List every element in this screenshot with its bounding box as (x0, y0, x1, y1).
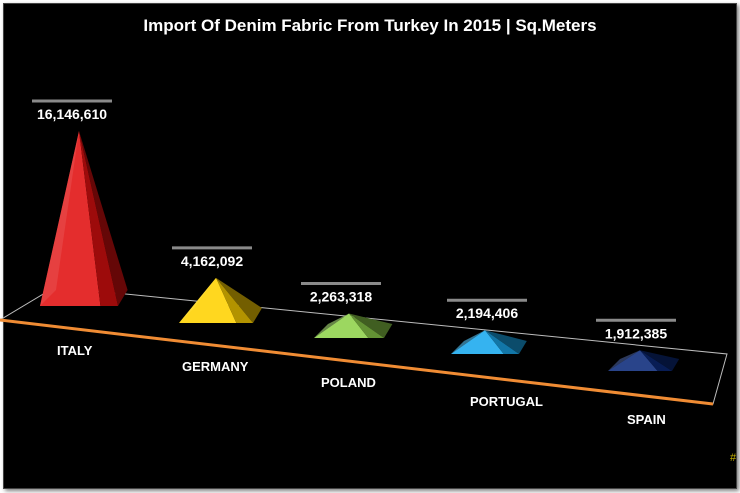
data-label: 2,194,406 (456, 305, 518, 321)
data-label: 2,263,318 (310, 288, 372, 304)
pyramid-highlight (179, 277, 216, 323)
category-label: SPAIN (627, 412, 666, 427)
pyramid-left-face (451, 330, 504, 354)
category-label: ITALY (57, 343, 93, 358)
chart-frame (3, 3, 737, 489)
category-label: POLAND (321, 375, 376, 390)
pyramid-right-face (485, 330, 519, 354)
pyramid-highlight (608, 350, 640, 371)
pyramid-highlight (451, 330, 485, 354)
pyramid-back-face (640, 350, 680, 371)
data-label: 4,162,092 (181, 253, 243, 269)
chart-floor-front-edge (0, 318, 714, 406)
pyramid-left-face (314, 313, 369, 338)
pyramid-left-face (608, 350, 658, 371)
pyramid-right-face (349, 313, 384, 338)
pyramid-back-face (485, 330, 527, 354)
category-label: GERMANY (182, 359, 249, 374)
data-label: 16,146,610 (37, 106, 107, 122)
pyramid-right-face (216, 277, 253, 323)
chart-title: Import Of Denim Fabric From Turkey In 20… (143, 16, 597, 35)
corner-mark: # (730, 452, 737, 464)
pyramid-left-face (179, 277, 237, 323)
pyramid-right-face (79, 131, 118, 306)
pyramid-back-face (349, 313, 393, 338)
pyramid-back-face (216, 277, 262, 323)
data-label: 1,912,385 (605, 325, 667, 341)
pyramid-right-face (640, 350, 672, 371)
category-label: PORTUGAL (470, 394, 543, 409)
pyramid-highlight (40, 131, 79, 306)
pyramid-back-face (79, 131, 128, 306)
pyramid-highlight (314, 313, 349, 338)
